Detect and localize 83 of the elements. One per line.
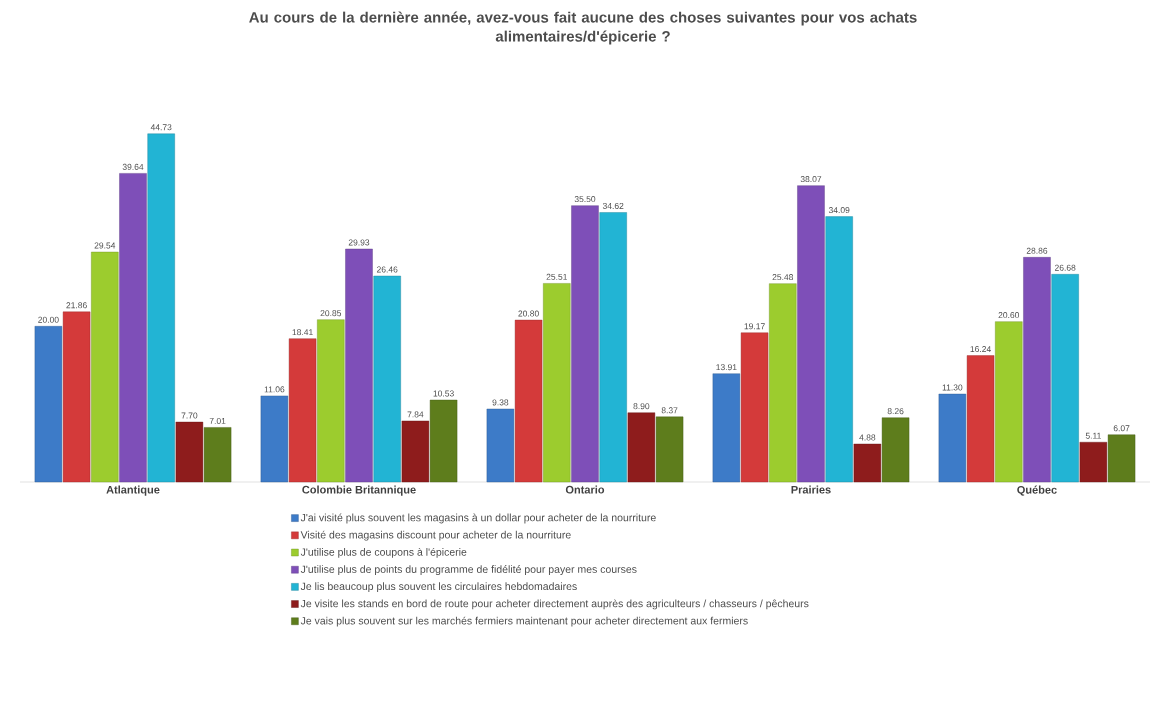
legend-label: J'ai visité plus souvent les magasins à un dollar pour acheter de la nourriture — [300, 513, 656, 524]
bar — [373, 275, 401, 483]
bar — [175, 421, 204, 483]
data-label: 7.70 — [181, 412, 198, 419]
bar — [543, 283, 571, 483]
bar — [1079, 442, 1108, 483]
bar — [712, 373, 741, 483]
bar — [401, 420, 430, 483]
data-label: 8.26 — [887, 408, 904, 415]
data-label: 16.24 — [970, 346, 991, 353]
data-label: 34.62 — [602, 202, 624, 209]
bar — [62, 311, 91, 483]
data-label: 18.41 — [292, 329, 313, 336]
x-tick-label: Atlantique — [106, 485, 160, 496]
legend-label: Je vais plus souvent sur les marchés fermiers maintenant pour acheter directement aux fermiers — [300, 616, 748, 627]
bar — [486, 408, 515, 483]
data-label: 9.38 — [492, 399, 509, 406]
bar — [599, 212, 627, 483]
bar — [740, 332, 769, 483]
bar — [853, 443, 882, 483]
bar — [317, 319, 345, 483]
bar — [147, 133, 175, 483]
data-label: 11.06 — [264, 386, 285, 393]
bar — [345, 248, 373, 483]
bar — [429, 399, 458, 483]
bar — [938, 393, 967, 483]
legend-label: Visité des magasins discount pour acheter de la nourriture — [300, 530, 571, 541]
data-label: 10.53 — [433, 390, 454, 397]
data-label: 29.93 — [348, 239, 370, 246]
data-label: 35.50 — [574, 196, 596, 203]
data-label: 28.86 — [1026, 247, 1048, 254]
bar — [881, 417, 910, 483]
data-label: 20.00 — [38, 316, 59, 323]
data-label: 44.73 — [150, 124, 172, 131]
bar — [203, 427, 232, 483]
x-tick-label: Colombie Britannique — [302, 485, 416, 496]
legend-label: Je lis beaucoup plus souvent les circulaires hebdomadaires — [300, 582, 577, 593]
bar — [1023, 257, 1051, 483]
x-tick-label: Prairies — [791, 485, 831, 494]
legend-label: J'utilise plus de coupons à l'épicerie — [300, 547, 467, 558]
bar — [119, 173, 147, 483]
data-label: 11.30 — [942, 384, 963, 391]
data-label: 13.91 — [716, 364, 737, 371]
bar — [288, 338, 317, 483]
bar — [966, 355, 995, 483]
data-label: 20.80 — [518, 310, 539, 317]
x-tick-label: Ontario — [565, 485, 605, 494]
data-label: 7.01 — [209, 417, 226, 424]
data-label: 21.86 — [66, 302, 87, 309]
data-label: 7.84 — [407, 411, 424, 418]
bar — [627, 412, 656, 483]
bar — [1051, 274, 1079, 483]
bar — [655, 416, 684, 483]
bar — [1107, 434, 1136, 483]
data-label: 20.60 — [998, 312, 1020, 319]
bar — [571, 205, 599, 483]
bar — [825, 216, 853, 483]
bar — [995, 321, 1023, 483]
data-label: 6.07 — [1113, 425, 1130, 432]
chart-title: Au cours de la dernière année, avez-vous fait aucune des choses suivantes pour vos achats alimentaires/d'épicerie ? — [249, 11, 917, 45]
data-label: 29.54 — [94, 242, 116, 249]
data-label: 8.90 — [633, 403, 650, 410]
data-label: 26.46 — [376, 266, 398, 273]
bar — [769, 283, 797, 483]
bar — [260, 395, 289, 483]
data-label: 39.64 — [122, 163, 144, 170]
bar — [91, 251, 119, 483]
bar — [797, 185, 825, 483]
data-label: 8.37 — [661, 407, 678, 414]
data-label: 5.11 — [1085, 432, 1101, 439]
data-label: 26.68 — [1054, 264, 1076, 271]
data-label: 4.88 — [859, 434, 876, 441]
bar — [514, 319, 543, 483]
data-label: 19.17 — [744, 323, 765, 330]
x-tick-label: Québec — [1017, 485, 1057, 496]
legend-label: Je visite les stands en bord de route pour acheter directement auprès des agriculteurs / chasseurs / pêcheurs — [300, 599, 809, 610]
data-label: 20.85 — [320, 310, 342, 317]
legend-label: J'utilise plus de points du programme de fidélité pour payer mes courses — [300, 565, 637, 576]
bar — [34, 326, 63, 483]
data-label: 25.48 — [772, 274, 794, 281]
data-label: 38.07 — [800, 176, 822, 183]
data-label: 34.09 — [828, 207, 850, 214]
data-label: 25.51 — [546, 273, 567, 280]
